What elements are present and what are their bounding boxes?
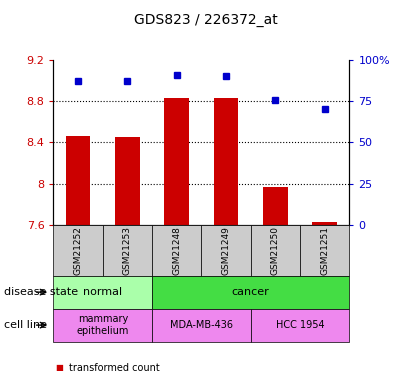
Text: cancer: cancer <box>232 287 270 297</box>
Bar <box>152 309 251 342</box>
Text: GDS823 / 226372_at: GDS823 / 226372_at <box>134 13 277 27</box>
Bar <box>66 136 90 225</box>
Text: normal: normal <box>83 287 122 297</box>
Bar <box>164 98 189 225</box>
Text: disease state: disease state <box>4 287 78 297</box>
Bar <box>300 225 349 276</box>
Text: GSM21249: GSM21249 <box>222 226 231 275</box>
Text: GSM21250: GSM21250 <box>271 226 280 275</box>
Text: ■: ■ <box>55 363 63 372</box>
Bar <box>103 225 152 276</box>
Bar <box>214 98 238 225</box>
Bar <box>152 276 349 309</box>
Text: mammary
epithelium: mammary epithelium <box>76 314 129 336</box>
Bar <box>201 225 251 276</box>
Text: GSM21248: GSM21248 <box>172 226 181 275</box>
Bar <box>53 225 103 276</box>
Bar <box>152 225 201 276</box>
Text: transformed count: transformed count <box>69 363 160 373</box>
Text: GSM21253: GSM21253 <box>123 226 132 275</box>
Bar <box>115 137 140 225</box>
Bar <box>251 309 349 342</box>
Bar <box>251 225 300 276</box>
Bar <box>53 309 152 342</box>
Text: GSM21251: GSM21251 <box>320 226 329 275</box>
Text: cell line: cell line <box>4 320 47 330</box>
Bar <box>53 276 152 309</box>
Text: GSM21252: GSM21252 <box>74 226 83 275</box>
Text: MDA-MB-436: MDA-MB-436 <box>170 320 233 330</box>
Bar <box>312 222 337 225</box>
Text: HCC 1954: HCC 1954 <box>276 320 324 330</box>
Bar <box>263 187 288 225</box>
